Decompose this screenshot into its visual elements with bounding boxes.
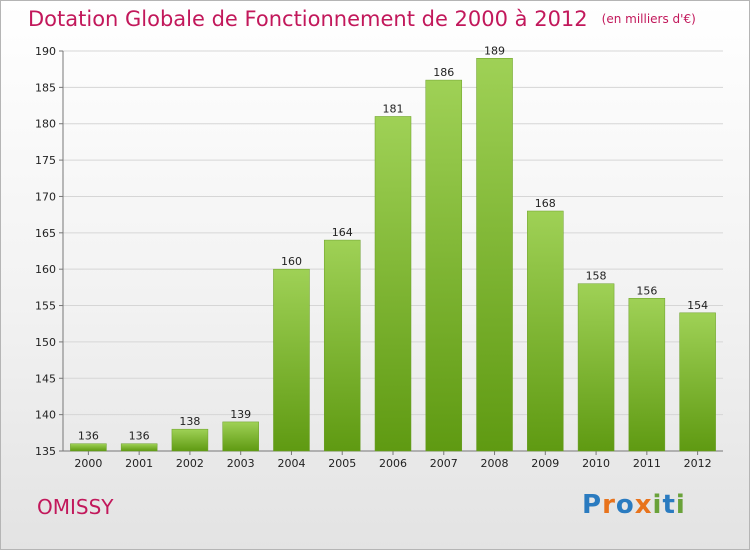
chart-title-text: Dotation Globale de Fonctionnement de 20… (28, 7, 588, 31)
data-label-2010: 158 (586, 270, 607, 283)
data-label-2005: 164 (332, 226, 353, 239)
data-label-2003: 139 (230, 408, 251, 421)
bar-layer (70, 58, 716, 452)
bar-2000 (70, 443, 107, 452)
data-label-2001: 136 (129, 430, 150, 443)
data-label-2007: 186 (433, 66, 454, 79)
chart-title: Dotation Globale de Fonctionnement de 20… (28, 7, 696, 31)
x-tick-label: 2000 (74, 457, 102, 470)
bar-2005 (323, 239, 361, 452)
bar-2006 (374, 116, 412, 452)
x-tick-label: 2012 (684, 457, 712, 470)
x-tick-label: 2002 (176, 457, 204, 470)
bar-2012 (679, 312, 716, 452)
data-label-2011: 156 (636, 284, 657, 297)
bar-2008 (476, 58, 513, 452)
y-tick-label: 185 (35, 81, 56, 94)
y-tick-label: 155 (35, 300, 56, 313)
logo-letter: r (602, 490, 616, 520)
y-tick-label: 140 (35, 409, 56, 422)
x-tick-label: 2001 (125, 457, 153, 470)
x-tick-label: 2010 (582, 457, 610, 470)
x-tick-label: 2009 (531, 457, 559, 470)
y-tick-label: 180 (35, 118, 56, 131)
x-tick-label: 2007 (430, 457, 458, 470)
bar-2007 (425, 79, 463, 452)
bar-2003 (222, 421, 259, 452)
x-tick-label: 2008 (481, 457, 509, 470)
logo-letter: P (582, 490, 603, 520)
data-label-2002: 138 (179, 415, 200, 428)
data-label-2012: 154 (687, 299, 708, 312)
y-tick-label: 150 (35, 336, 56, 349)
data-label-2006: 181 (383, 102, 404, 115)
logo-letter: x (634, 490, 653, 520)
x-tick-label: 2005 (328, 457, 356, 470)
y-tick-label: 135 (35, 445, 56, 458)
logo-letter: i (675, 490, 686, 520)
data-label-layer: 136 136 138 139 160 164 181 186 189 168 158 156 154 (78, 44, 708, 442)
y-tick-label: 170 (35, 190, 56, 203)
bar-2009 (527, 210, 564, 452)
y-tick-label: 175 (35, 154, 56, 167)
y-tick-label: 165 (35, 227, 56, 240)
logo-letter: t (662, 490, 676, 520)
bar-2002 (171, 428, 209, 452)
bar-2010 (577, 283, 615, 452)
proxiti-logo[interactable]: Proxiti (582, 490, 686, 520)
x-tick-label: 2003 (227, 457, 255, 470)
y-tick-label: 190 (35, 45, 56, 58)
data-label-2000: 136 (78, 430, 99, 443)
x-tick-label: 2006 (379, 457, 407, 470)
bar-2001 (120, 443, 158, 452)
bar-2011 (628, 298, 666, 452)
bar-2004 (273, 268, 310, 452)
commune-name: OMISSY (37, 495, 114, 519)
data-label-2008: 189 (484, 44, 505, 57)
logo-letter: o (615, 490, 635, 520)
y-tick-label: 160 (35, 263, 56, 276)
x-tick-label: 2011 (633, 457, 661, 470)
y-tick-label: 145 (35, 372, 56, 385)
chart-unit-text: (en milliers d'€) (601, 12, 696, 26)
data-label-2009: 168 (535, 197, 556, 210)
logo-letter: i (652, 490, 663, 520)
x-tick-label: 2004 (277, 457, 305, 470)
data-label-2004: 160 (281, 255, 302, 268)
